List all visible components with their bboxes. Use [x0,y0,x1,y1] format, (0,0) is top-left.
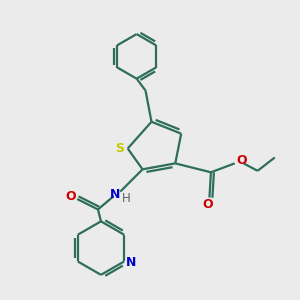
Text: H: H [122,192,130,205]
Text: N: N [125,256,136,269]
Text: O: O [236,154,247,167]
Text: O: O [65,190,76,203]
Text: N: N [110,188,120,201]
Text: S: S [115,142,124,155]
Text: O: O [202,198,213,211]
